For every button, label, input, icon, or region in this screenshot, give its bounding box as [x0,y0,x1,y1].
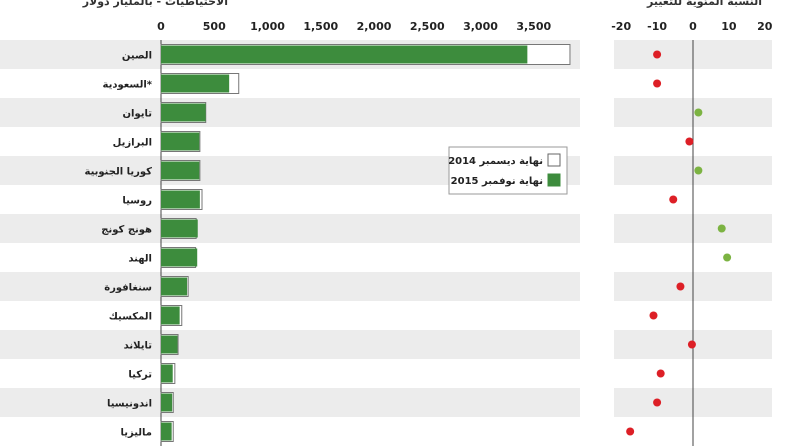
change-dot [723,253,732,262]
bar-2015 [161,277,188,296]
bar-x-tick-label: 3,500 [516,20,551,33]
bar-x-tick-label: 1,500 [303,20,338,33]
row-band-left [0,98,580,127]
category-label: سنغافورة [104,283,152,294]
category-label: ماليزيا [120,428,152,439]
change-dots [626,50,732,436]
bar-2015 [161,248,198,267]
bar-x-tick-label: 0 [157,20,165,33]
change-dot [717,224,726,233]
dot-x-tick-label: -10 [647,20,667,33]
change-dot [626,427,635,436]
category-label: روسيا [122,196,152,207]
change-dot [653,79,662,88]
bar-axis: 0 500 1,000 1,500 2,000 2,500 3,000 3,500 [157,20,551,446]
category-label: الهند [128,254,152,265]
bar-x-tick-label: 2,000 [357,20,392,33]
change-dot [694,108,703,117]
category-label: كوريا الجنوبية [85,167,153,178]
legend-label-2014: نهاية ديسمبر 2014 [448,156,543,167]
bar-2015 [161,335,178,354]
change-dot [669,195,678,204]
dot-x-tick-label: 10 [721,20,737,33]
legend-swatch-2014 [547,153,561,167]
bar-2015 [161,393,173,412]
category-label: تايوان [123,109,153,120]
bar-2015 [161,219,198,238]
bars [160,44,571,442]
bar-2015 [161,364,173,383]
change-dot [687,340,696,349]
category-label: اندونيسيا [107,399,152,410]
change-dot [676,282,685,291]
legend-swatch-2015 [547,173,561,187]
bar-x-tick-label: 500 [203,20,226,33]
row-band-left [0,330,580,359]
bar-2015 [161,422,172,441]
dot-axis: -20 -10 0 10 20 [611,20,773,446]
category-label: البرازيل [113,138,152,149]
row-band-left [0,272,580,301]
dot-x-tick-label: -20 [611,20,631,33]
change-dot [685,137,694,146]
row-band-left [0,388,580,417]
change-dot [649,311,658,320]
bar-x-tick-label: 1,000 [250,20,285,33]
legend-label-2015: نهاية نوفمبر 2015 [451,176,543,187]
category-label: هونج كونج [101,225,152,236]
dot-chart-title: النسبة المئوية للتغيير [646,0,762,8]
bar-x-tick-label: 2,500 [410,20,445,33]
legend: نهاية ديسمبر 2014 نهاية نوفمبر 2015 [448,146,568,195]
change-dot [694,166,703,175]
category-label: السعودية* [103,80,153,91]
dot-x-tick-label: 0 [689,20,697,33]
bar-x-tick-label: 3,000 [463,20,498,33]
change-dot [656,369,665,378]
bar-2015 [161,45,528,64]
bar-chart-title: الاحتياطيات - بالمليار دولار [82,0,228,8]
bar-2015 [161,103,206,122]
legend-box [448,146,568,195]
bar-2015 [161,306,180,325]
category-label: تايلاند [124,341,153,352]
category-labels: الصين السعودية* تايوان البرازيل كوريا الجنوب… [85,51,153,439]
bar-2015 [161,161,200,180]
row-band-left [0,214,580,243]
bar-2015 [161,74,230,93]
category-label: الصين [122,51,152,62]
category-label: تركيا [128,370,152,381]
change-dot [653,50,662,59]
bar-2015 [161,132,200,151]
change-dot [653,398,662,407]
bar-2015 [161,190,200,209]
dot-x-tick-label: 20 [757,20,773,33]
category-label: المكسيك [109,312,152,323]
